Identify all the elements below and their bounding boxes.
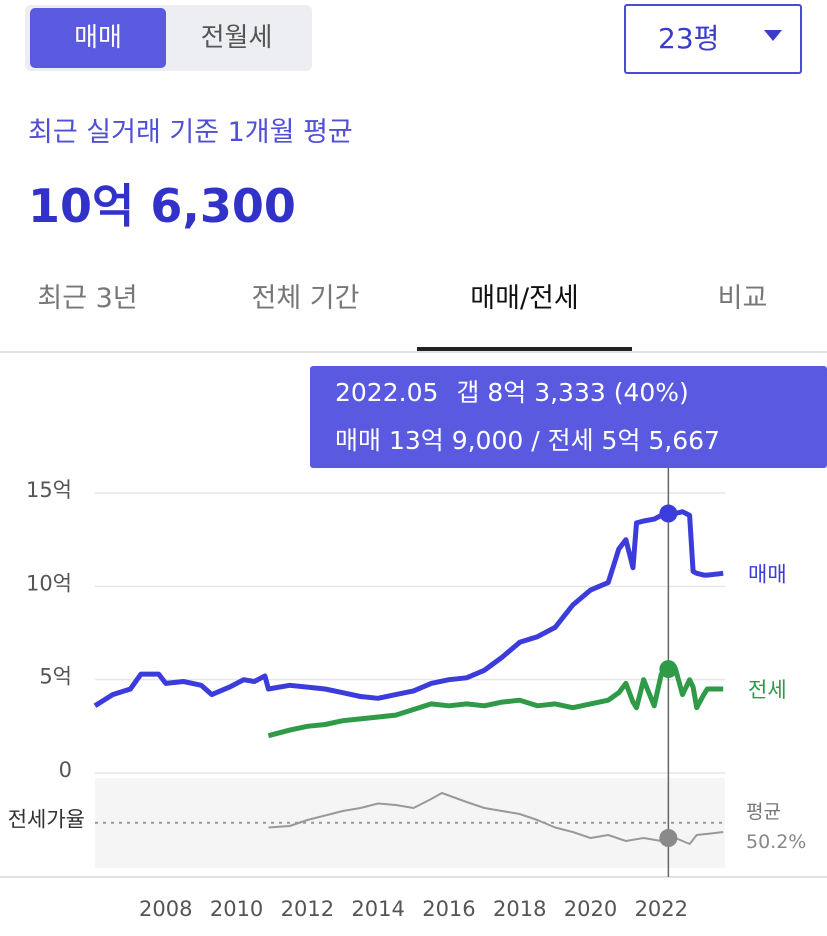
x-tick-label: 2022 <box>635 897 688 921</box>
highlight-dot <box>659 660 678 679</box>
highlight-dot <box>659 829 678 847</box>
x-tick-label: 2012 <box>281 897 334 921</box>
highlight-dot <box>659 504 678 523</box>
tooltip-detail: 매매 13억 9,000 / 전세 5억 5,667 <box>335 426 720 455</box>
caption: 최근 실거래 기준 1개월 평균 <box>28 117 353 148</box>
x-tick-label: 2018 <box>493 897 546 921</box>
tab[interactable]: 전체 기간 <box>251 283 360 314</box>
ratio-label: 전세가율 <box>8 808 85 832</box>
legend-label: 전세 <box>748 678 787 702</box>
size-dropdown[interactable]: 23평 <box>624 4 802 74</box>
size-value: 23평 <box>658 22 720 55</box>
tooltip-date: 2022.05 <box>335 378 438 407</box>
tooltip-line: 2022.05 갭 8억 3,333 (40%) <box>335 378 689 407</box>
x-tick-label: 2014 <box>351 897 404 921</box>
y-tick-label: 0 <box>59 758 72 782</box>
tooltip-gap: 갭 8억 3,333 (40%) <box>456 378 688 407</box>
legend-label: 매매 <box>748 562 787 586</box>
toggle-button[interactable]: 전월세 <box>200 23 273 53</box>
x-tick-label: 2008 <box>139 897 192 921</box>
y-tick-label: 15억 <box>26 478 72 502</box>
price: 10억 6,300 <box>28 179 296 233</box>
tab-underline <box>417 347 632 351</box>
dropdown-arrow <box>764 30 782 41</box>
tooltip-box <box>310 366 827 468</box>
series-line <box>93 509 724 708</box>
x-tick-label: 2016 <box>422 897 475 921</box>
tab-divider <box>0 351 827 353</box>
y-tick-label: 10억 <box>26 571 72 595</box>
series-line <box>267 666 724 739</box>
average-label: 평균 <box>746 801 781 823</box>
x-tick-label: 2010 <box>210 897 263 921</box>
average-value: 50.2% <box>746 831 806 853</box>
trade-toggle: 매매 전월세 <box>25 5 312 71</box>
tab[interactable]: 매매/전세 <box>470 283 579 314</box>
tab[interactable]: 최근 3년 <box>37 283 138 314</box>
toggle-button[interactable]: 매매 <box>30 8 166 68</box>
x-tick-label: 2020 <box>564 897 617 921</box>
y-tick-label: 5억 <box>39 665 72 689</box>
tab[interactable]: 비교 <box>717 283 768 314</box>
